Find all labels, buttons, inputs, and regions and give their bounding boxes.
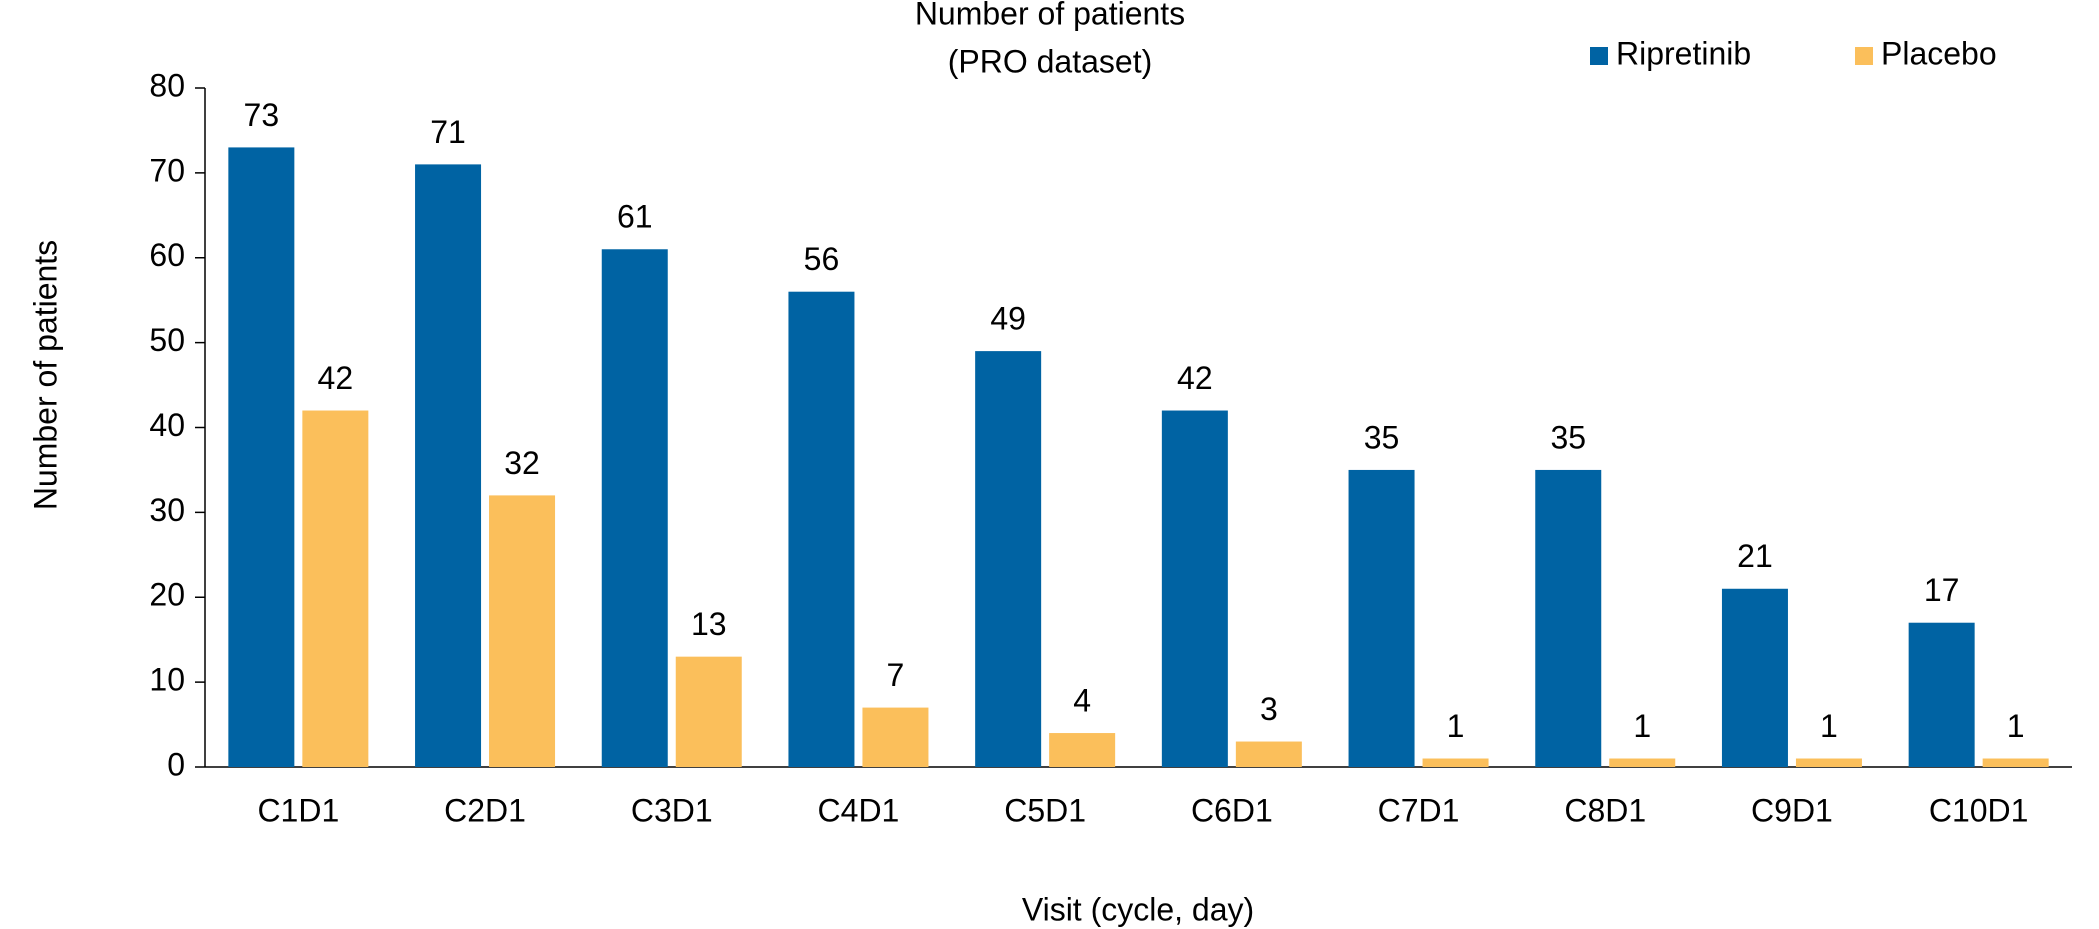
bar xyxy=(1422,758,1489,767)
y-tick-label: 20 xyxy=(149,577,185,613)
data-label: 4 xyxy=(1073,683,1091,719)
x-tick-label: C4D1 xyxy=(818,792,900,828)
x-tick-label: C6D1 xyxy=(1191,792,1273,828)
data-label: 1 xyxy=(1820,708,1838,744)
bar xyxy=(675,656,742,767)
bar xyxy=(788,291,855,767)
bar xyxy=(601,249,668,767)
data-label: 73 xyxy=(244,97,280,133)
data-label: 1 xyxy=(1447,708,1465,744)
legend-swatch xyxy=(1855,47,1873,65)
data-label: 61 xyxy=(617,199,653,235)
x-tick-label: C8D1 xyxy=(1564,792,1646,828)
data-label: 35 xyxy=(1550,419,1586,455)
data-label: 56 xyxy=(804,241,840,277)
data-label: 71 xyxy=(430,114,466,150)
data-label: 42 xyxy=(318,360,354,396)
data-label: 42 xyxy=(1177,360,1213,396)
x-tick-label: C9D1 xyxy=(1751,792,1833,828)
x-tick-label: C1D1 xyxy=(257,792,339,828)
y-tick-label: 70 xyxy=(149,152,185,188)
data-label: 7 xyxy=(887,657,905,693)
bar xyxy=(1721,588,1788,767)
bar xyxy=(1235,741,1302,767)
legend-label: Ripretinib xyxy=(1616,35,1751,71)
y-tick-label: 60 xyxy=(149,237,185,273)
bar xyxy=(975,351,1042,767)
x-tick-label: C5D1 xyxy=(1004,792,1086,828)
bar xyxy=(302,410,369,767)
x-axis-title: Visit (cycle, day) xyxy=(1022,891,1254,927)
data-label: 35 xyxy=(1364,419,1400,455)
y-tick-label: 80 xyxy=(149,67,185,103)
x-tick-label: C7D1 xyxy=(1378,792,1460,828)
data-label: 21 xyxy=(1737,538,1773,574)
y-tick-label: 50 xyxy=(149,322,185,358)
data-label: 49 xyxy=(990,301,1026,337)
bar xyxy=(1348,469,1415,767)
bar xyxy=(1795,758,1862,767)
data-label: 3 xyxy=(1260,691,1278,727)
bar xyxy=(1982,758,2049,767)
bar xyxy=(415,164,482,767)
x-tick-label: C3D1 xyxy=(631,792,713,828)
y-tick-label: 40 xyxy=(149,407,185,443)
data-label: 13 xyxy=(691,606,727,642)
y-tick-label: 30 xyxy=(149,492,185,528)
y-axis-title: Number of patients xyxy=(27,240,63,510)
bar xyxy=(862,707,929,767)
bar xyxy=(489,495,556,767)
x-tick-label: C10D1 xyxy=(1929,792,2029,828)
y-tick-label: 0 xyxy=(167,746,185,782)
data-label: 1 xyxy=(2007,708,2025,744)
legend-label: Placebo xyxy=(1881,35,1997,71)
bar xyxy=(1161,410,1228,767)
legend-swatch xyxy=(1590,47,1608,65)
chart-title: Number of patients xyxy=(915,0,1185,31)
bar xyxy=(1049,733,1116,767)
x-tick-label: C2D1 xyxy=(444,792,526,828)
bar xyxy=(1908,622,1975,767)
bar xyxy=(1535,469,1602,767)
data-label: 17 xyxy=(1924,572,1960,608)
data-label: 1 xyxy=(1633,708,1651,744)
data-label: 32 xyxy=(504,445,540,481)
bar xyxy=(228,147,295,768)
bar xyxy=(1609,758,1676,767)
chart-subtitle: (PRO dataset) xyxy=(948,43,1153,79)
y-tick-label: 10 xyxy=(149,662,185,698)
